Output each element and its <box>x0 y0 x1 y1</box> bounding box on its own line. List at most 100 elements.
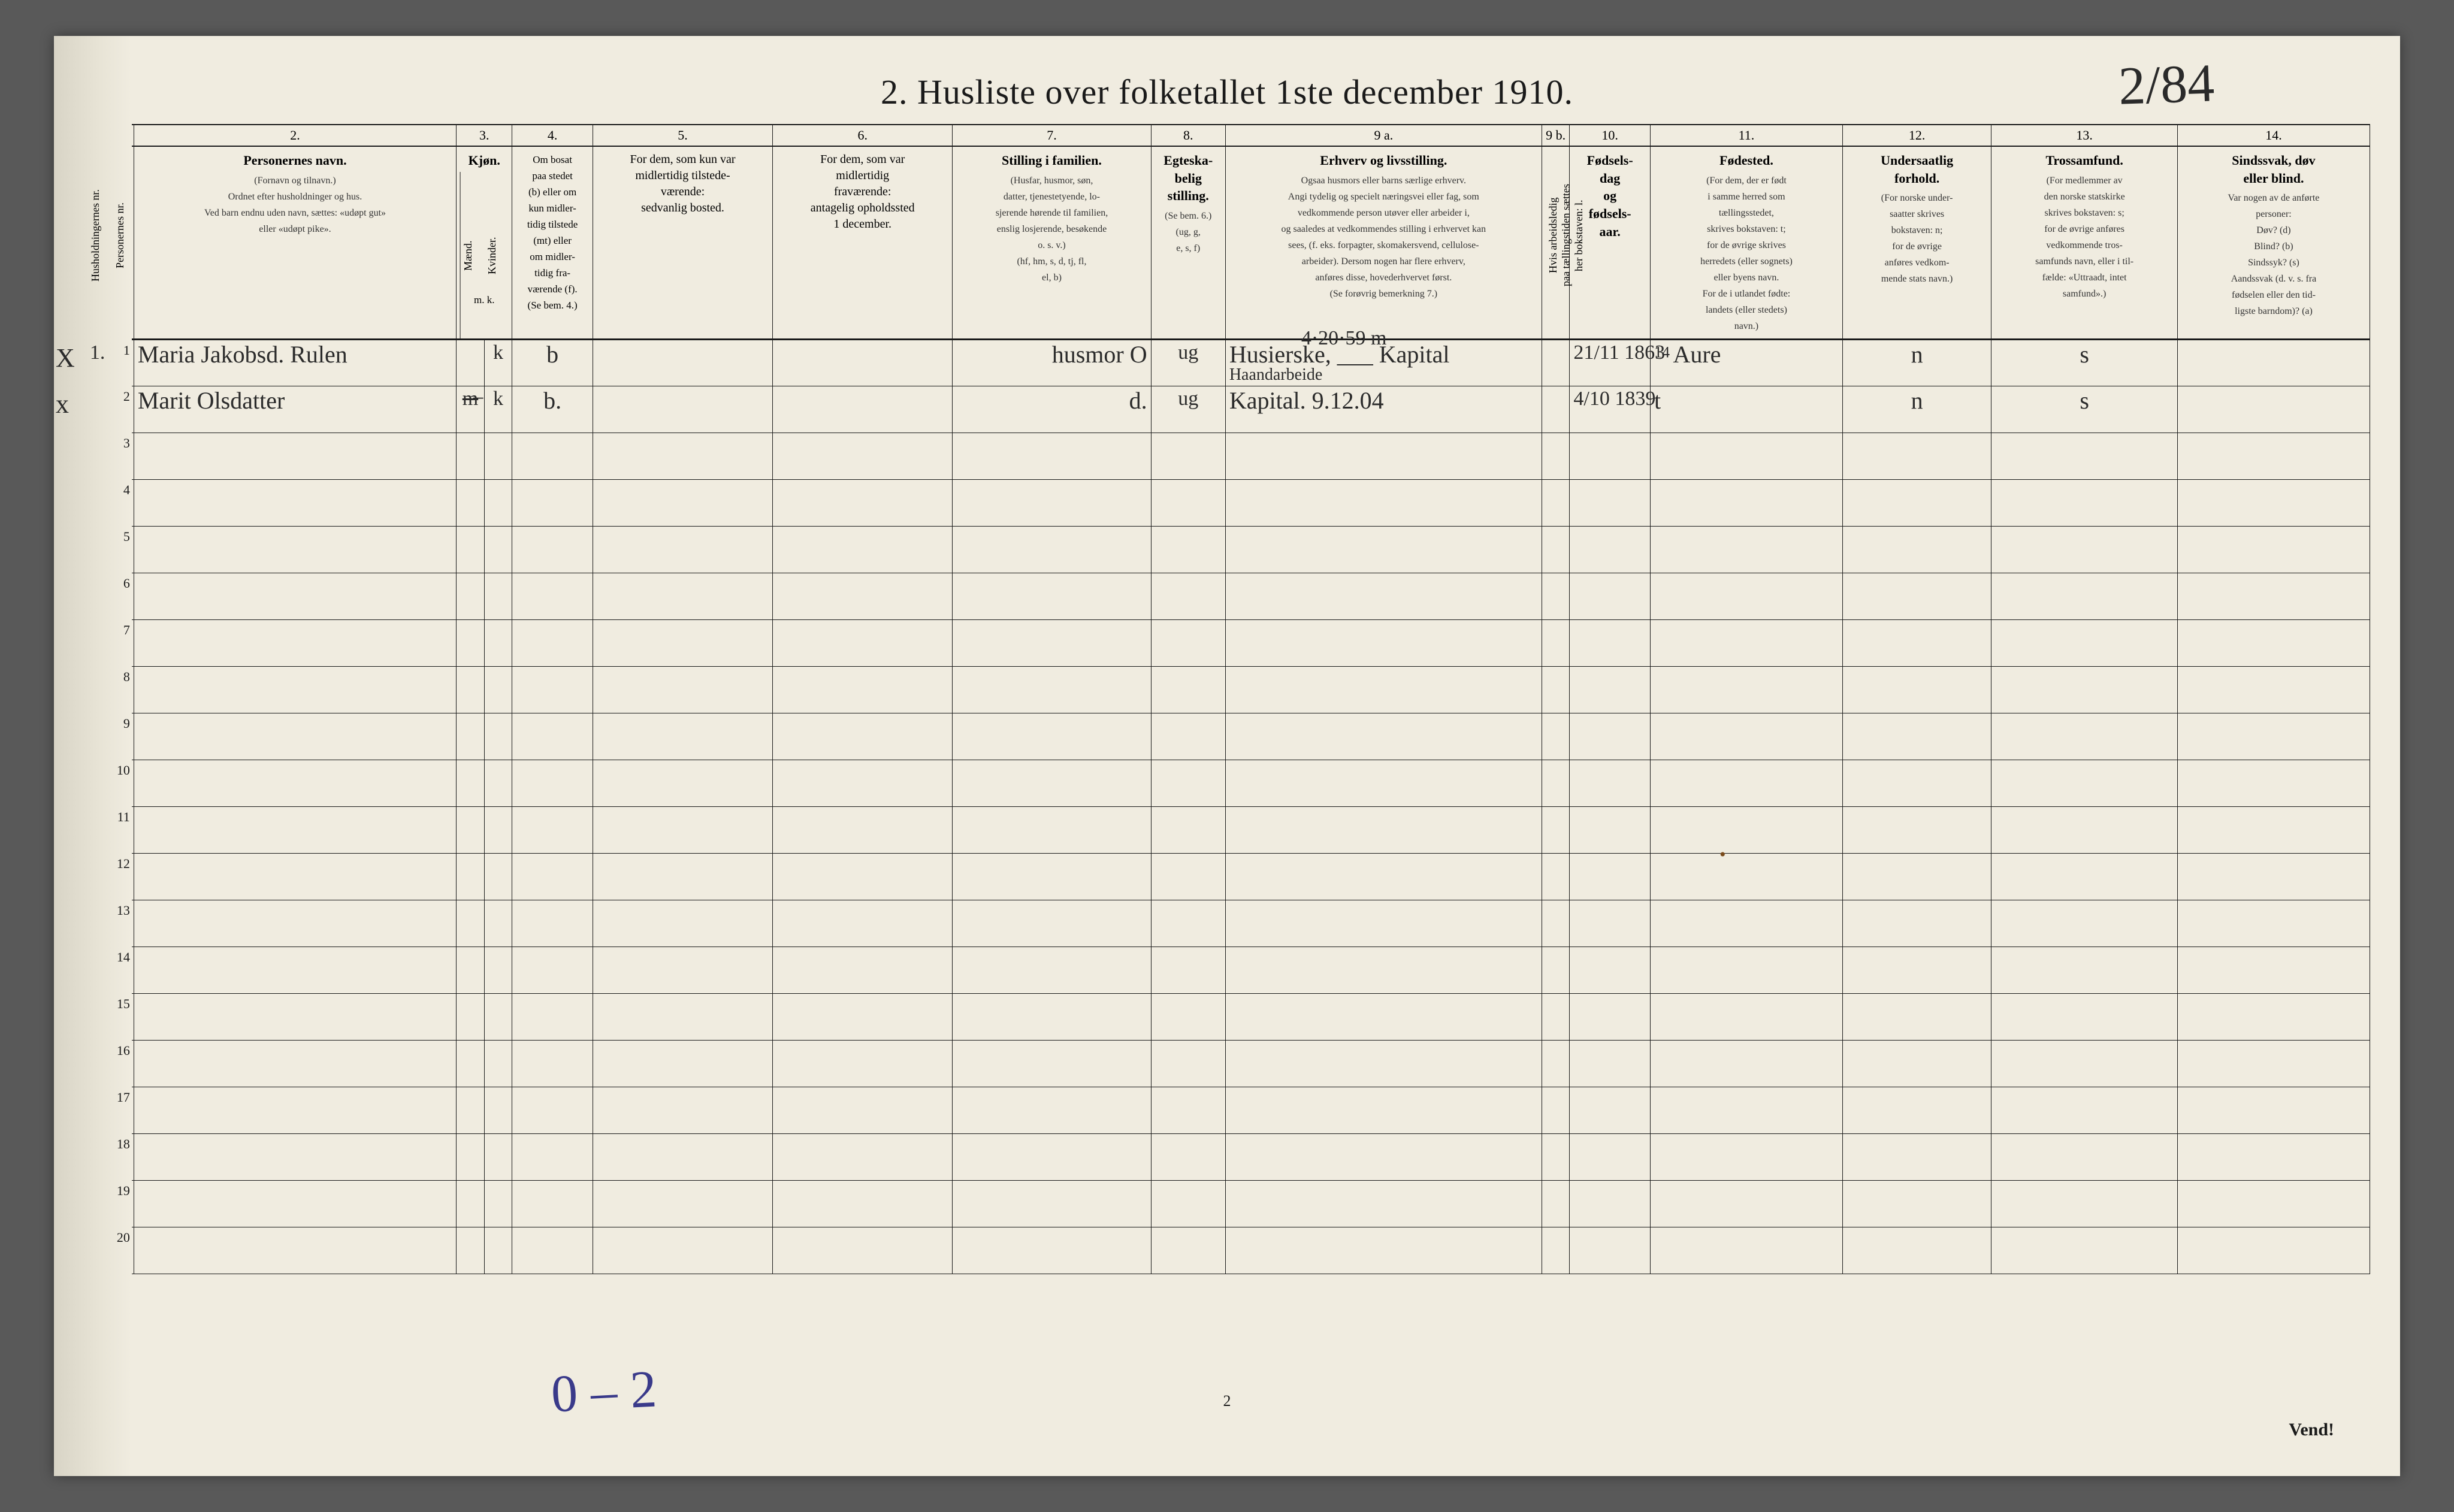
cell <box>1542 339 1570 386</box>
cell <box>1542 1133 1570 1180</box>
cell <box>773 993 953 1040</box>
cell <box>1570 479 1651 526</box>
cell <box>484 479 512 526</box>
cell <box>773 806 953 853</box>
cell: 14 Aure <box>1650 339 1842 386</box>
cell <box>457 339 485 386</box>
cell: k <box>484 339 512 386</box>
cell <box>1570 433 1651 479</box>
cell <box>134 526 456 573</box>
cell <box>1842 1133 1991 1180</box>
cell: d. <box>953 386 1151 433</box>
cell <box>457 1133 485 1180</box>
hdr-occupation: Erhverv og livsstilling. Ogsaa husmors e… <box>1225 146 1542 339</box>
cell <box>773 479 953 526</box>
cell <box>593 760 772 806</box>
table-row: 12 <box>84 853 2370 900</box>
cell <box>1151 946 1225 993</box>
cell <box>134 1180 456 1227</box>
cell <box>1991 479 2178 526</box>
cell <box>457 946 485 993</box>
table-row: 6 <box>84 573 2370 619</box>
cell <box>1650 1040 1842 1087</box>
column-number-row: 1. 2. 3. 4. 5. 6. 7. 8. 9 a. 9 b. 10. 11… <box>84 125 2370 146</box>
cell <box>484 806 512 853</box>
cell <box>593 339 772 386</box>
cell <box>1570 993 1651 1040</box>
cell <box>773 713 953 760</box>
cell: 20 <box>109 1227 134 1274</box>
cell <box>1542 1227 1570 1274</box>
cell <box>1151 1040 1225 1087</box>
cell <box>593 1133 772 1180</box>
cell <box>1542 853 1570 900</box>
hdr-res-text: Om bosat paa stedet (b) eller om kun mid… <box>527 154 578 311</box>
cell <box>84 433 109 479</box>
cell <box>512 900 593 946</box>
hdr-residence: Om bosat paa stedet (b) eller om kun mid… <box>512 146 593 339</box>
cell <box>84 1040 109 1087</box>
cell <box>773 666 953 713</box>
cell <box>134 1040 456 1087</box>
cell <box>84 1180 109 1227</box>
cell <box>1542 619 1570 666</box>
hdr-pn-text: Personernes nr. <box>113 152 128 319</box>
hdr-nat-bold: Undersaatlig forhold. <box>1846 152 1987 187</box>
cell <box>1570 1040 1651 1087</box>
cell <box>593 479 772 526</box>
colnum-7: 7. <box>953 125 1151 146</box>
cell <box>457 666 485 713</box>
cell <box>1650 900 1842 946</box>
colnum-12: 12. <box>1842 125 1991 146</box>
cell <box>1842 573 1991 619</box>
cell <box>1570 853 1651 900</box>
cell: 2 <box>109 386 134 433</box>
cell <box>1542 806 1570 853</box>
cell <box>457 900 485 946</box>
cell <box>134 900 456 946</box>
cell: 6 <box>109 573 134 619</box>
cell <box>593 1227 772 1274</box>
cell <box>1842 1227 1991 1274</box>
cell <box>1991 1227 2178 1274</box>
table-row: x2Marit Olsdatterm̶kb.d.ug Kapital. 9.12… <box>84 386 2370 433</box>
hdr-name: Personernes navn. (Fornavn og tilnavn.) … <box>134 146 456 339</box>
cell <box>84 993 109 1040</box>
cell <box>1842 666 1991 713</box>
cell <box>1570 666 1651 713</box>
cell <box>953 1087 1151 1133</box>
cell <box>512 573 593 619</box>
cell <box>1225 1087 1542 1133</box>
cell <box>1570 1227 1651 1274</box>
cell <box>457 806 485 853</box>
cell <box>1842 853 1991 900</box>
cell <box>1225 619 1542 666</box>
cell: 16 <box>109 1040 134 1087</box>
cell <box>1151 1087 1225 1133</box>
handwritten-bottom: 0 – 2 <box>549 1359 658 1425</box>
cell <box>2177 946 2370 993</box>
census-page: 2. Husliste over folketallet 1ste decemb… <box>54 36 2400 1476</box>
cell: 4/10 1839 <box>1570 386 1651 433</box>
cell <box>593 526 772 573</box>
cell <box>1991 573 2178 619</box>
cell <box>457 1087 485 1133</box>
cell <box>773 1133 953 1180</box>
cell <box>953 479 1151 526</box>
cell <box>1542 526 1570 573</box>
cell: Maria Jakobsd. Rulen <box>134 339 456 386</box>
cell: n <box>1842 339 1991 386</box>
cell <box>484 619 512 666</box>
cell <box>84 619 109 666</box>
cell <box>773 1040 953 1087</box>
hdr-unemployed: Hvis arbeidsledig paa tællingstiden sætt… <box>1542 146 1570 339</box>
table-row: 14 <box>84 946 2370 993</box>
cell <box>1570 526 1651 573</box>
colnum-9a: 9 a. <box>1225 125 1542 146</box>
hdr-hh-nr: Husholdningernes nr. <box>84 146 109 339</box>
cell <box>593 573 772 619</box>
hdr-faith-sub: (For medlemmer av den norske statskirke … <box>2035 176 2133 299</box>
cell <box>593 900 772 946</box>
cell <box>1842 619 1991 666</box>
cell <box>2177 806 2370 853</box>
